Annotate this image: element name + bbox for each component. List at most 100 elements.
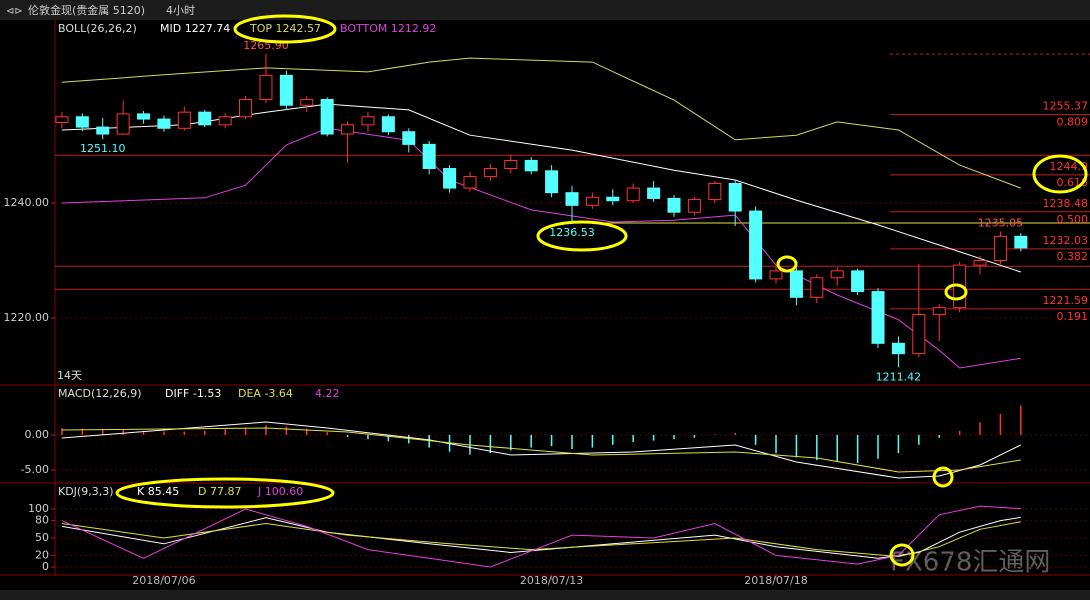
y-tick-label: 1220.00 xyxy=(4,311,50,324)
fib-ratio: 0.500 xyxy=(1057,213,1089,226)
candle-body xyxy=(402,131,416,145)
annotations xyxy=(115,14,1088,567)
fib-price: 1232.03 xyxy=(1043,234,1089,247)
indicator-name: BOLL(26,26,2) xyxy=(58,22,137,35)
indicator-line xyxy=(61,421,1022,479)
y-tick-label: 80 xyxy=(35,514,49,527)
fib-price: 1255.37 xyxy=(1043,100,1089,113)
candle-body xyxy=(545,170,559,194)
candle-body xyxy=(789,270,803,298)
candle-body xyxy=(810,277,824,298)
candle-body xyxy=(728,182,742,212)
indicator-readout: MID 1227.74 xyxy=(160,22,230,35)
period[interactable]: 4小时 xyxy=(166,4,195,17)
candle-body xyxy=(259,74,273,101)
fib-price: 1221.59 xyxy=(1043,294,1089,307)
indicator-name: MACD(12,26,9) xyxy=(58,387,142,400)
candle-body xyxy=(137,113,151,120)
candle-body xyxy=(667,197,681,213)
instrument-title: 伦敦金现(贵金属 5120) xyxy=(28,3,145,17)
indicator-line xyxy=(61,505,1021,568)
x-tick-label: 2018/07/06 xyxy=(132,574,195,587)
highlight-ellipse xyxy=(536,220,628,252)
indicator-line xyxy=(61,127,1021,369)
status-bar xyxy=(0,590,1090,600)
candle-body xyxy=(157,118,171,129)
highlight-ellipse xyxy=(1032,154,1088,194)
candle-body xyxy=(891,342,905,355)
candle-body xyxy=(320,99,334,135)
candle-body xyxy=(75,116,89,128)
extreme-label: 1211.42 xyxy=(876,370,922,383)
indicator-line xyxy=(61,57,1021,189)
highlight-ellipse xyxy=(776,255,798,273)
candle-body xyxy=(647,187,661,199)
indicator-readout: BOTTOM 1212.92 xyxy=(340,22,436,35)
fib-ratio: 0.191 xyxy=(1057,310,1089,323)
candle-body xyxy=(871,291,885,344)
candle-body xyxy=(1014,235,1028,249)
indicator-line xyxy=(61,427,1021,473)
fib-ratio: 0.382 xyxy=(1057,250,1089,263)
y-tick-label: 0.00 xyxy=(25,428,50,441)
y-tick-label: -5.00 xyxy=(21,463,49,476)
candle-body xyxy=(300,99,314,106)
candle-body xyxy=(55,116,69,124)
highlight-ellipse xyxy=(233,14,337,44)
candle-body xyxy=(198,111,212,126)
fib-ratio: 0.809 xyxy=(1057,116,1089,129)
x-tick-label: 2018/07/18 xyxy=(744,574,807,587)
candle-body xyxy=(443,168,457,189)
candle-body xyxy=(483,168,497,178)
candle-body xyxy=(341,124,355,135)
fib-price: 1238.48 xyxy=(1043,197,1089,210)
candle-body xyxy=(973,260,987,266)
extreme-label: 1235.05 xyxy=(978,216,1024,229)
candle-body xyxy=(932,307,946,316)
candle-body xyxy=(279,74,293,106)
extreme-label: 1251.10 xyxy=(80,142,126,155)
candle-body xyxy=(708,182,722,201)
indicator-readout: D 77.87 xyxy=(198,485,241,498)
candle-body xyxy=(830,270,844,279)
candle-body xyxy=(912,314,926,355)
y-tick-label: 0 xyxy=(42,560,49,573)
candle-body xyxy=(116,113,130,135)
indicator-line xyxy=(61,521,1021,558)
candle-body xyxy=(585,196,599,206)
candle-body xyxy=(381,116,395,133)
candle-body xyxy=(361,116,375,126)
indicator-readout: K 85.45 xyxy=(137,485,179,498)
indicator-name: KDJ(9,3,3) xyxy=(58,485,114,498)
candle-body xyxy=(851,270,865,293)
candle-body xyxy=(769,270,783,280)
highlight-ellipse xyxy=(944,283,968,301)
title-bar xyxy=(0,0,1090,20)
x-tick-label: 2018/07/13 xyxy=(520,574,583,587)
highlight-ellipse xyxy=(889,543,915,567)
y-tick-label: 50 xyxy=(35,531,49,544)
candle-body xyxy=(565,192,579,206)
indicator-readout: J 100.60 xyxy=(257,485,303,498)
candle-body xyxy=(177,111,191,129)
indicator-line xyxy=(61,103,1021,273)
corner-label: 14天 xyxy=(57,369,82,382)
candle-body xyxy=(504,159,518,170)
indicator-line xyxy=(61,516,1021,559)
candle-body xyxy=(606,196,620,202)
y-tick-label: 100 xyxy=(28,502,49,515)
nav-icons[interactable]: ⊲⊳ xyxy=(6,6,23,17)
indicator-readout: DEA -3.64 xyxy=(238,387,293,400)
y-tick-label: 20 xyxy=(35,548,49,561)
candle-body xyxy=(463,176,477,189)
candle-body xyxy=(218,116,232,126)
extreme-label: 1236.53 xyxy=(549,226,595,239)
candle-body xyxy=(687,199,701,213)
candle-body xyxy=(749,210,763,280)
highlight-ellipse xyxy=(932,466,954,488)
indicator-readout: DIFF -1.53 xyxy=(165,387,221,400)
y-tick-label: 1240.00 xyxy=(4,196,50,209)
candle-body xyxy=(239,99,253,118)
candle-body xyxy=(422,143,436,170)
